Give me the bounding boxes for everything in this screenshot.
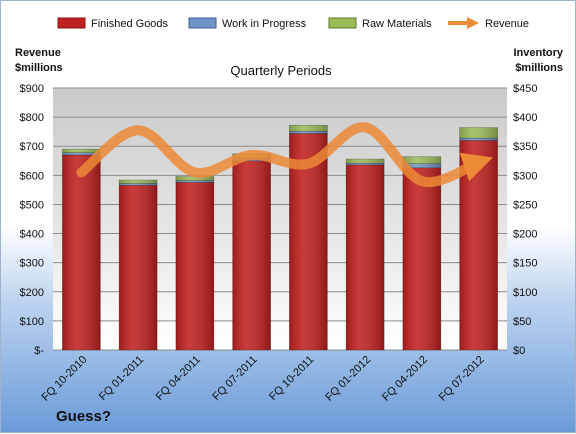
revenue-point [308,163,309,164]
left-axis-title-line2: $millions [15,62,63,74]
legend-label-finished-goods: Finished Goods [91,18,169,30]
x-tick-label: FQ 07-2012 [437,354,487,404]
x-tick-label: FQ 04-2012 [380,354,430,404]
revenue-line-group [76,122,493,188]
bar-group [62,124,498,351]
left-tick-label: $300 [20,258,44,270]
bar-shade [62,152,101,155]
right-tick-label: $400 [513,112,537,124]
revenue-point [365,127,366,128]
x-tick-label: FQ 01-2011 [97,354,146,403]
bar-shade [346,159,385,164]
x-tick-label: FQ 01-2012 [323,354,373,404]
x-tick-label: FQ 07-2011 [210,354,259,403]
left-tick-label: $900 [20,83,44,95]
left-axis-ticks: $- $100 $200 $300 $400 $500 $600 $700 $800 $900 [20,83,45,357]
legend-label-raw-materials: Raw Materials [362,18,432,30]
right-axis-title-line1: Inventory [513,47,563,59]
bar-shade [402,163,441,168]
right-tick-label: $150 [513,258,537,270]
bar-shade [175,182,214,350]
revenue-point [81,172,82,173]
bar-shade [402,167,441,350]
bar-shade [175,176,214,181]
legend-label-revenue: Revenue [485,18,529,30]
bar-shade [402,156,441,164]
revenue-point [478,162,479,163]
legend-swatch-work-in-progress [188,17,217,29]
right-axis-title-line2: $millions [515,62,563,74]
bar-shade [119,185,158,350]
bar-shade [459,127,498,139]
bar-shade [175,180,214,183]
bar-shade [232,160,271,350]
revenue-point [251,154,252,155]
left-tick-label: $700 [20,141,44,153]
x-tick-label: FQ 04-2011 [154,354,203,403]
right-axis-ticks: $0 $50 $100 $150 $200 $250 $300 $350 $400 $450 [513,83,537,357]
bar-shade [346,163,385,165]
bar-shade [289,125,328,132]
right-tick-label: $50 [513,316,531,328]
annotation-guess: Guess? [56,408,111,425]
legend-swatch-finished-goods [57,17,86,29]
right-tick-label: $200 [513,229,537,241]
bar-shade [119,183,158,186]
bar-shade [459,138,498,141]
left-tick-label: $400 [20,229,44,241]
left-tick-label: $500 [20,199,44,211]
revenue-point [421,181,422,182]
x-tick-label: FQ 10-2010 [40,354,90,404]
legend-swatch-raw-materials [328,17,357,29]
right-tick-label: $450 [513,83,537,95]
bar-shade [289,131,328,134]
bar-shade [119,179,158,184]
revenue-point [138,130,139,131]
left-tick-label: $100 [20,316,44,328]
left-axis-title-line1: Revenue [15,47,61,59]
revenue-point [194,172,195,173]
legend: Finished Goods Work in Progress Raw Mate… [57,17,529,30]
legend-label-work-in-progress: Work in Progress [222,18,307,30]
right-tick-label: $100 [513,287,537,299]
x-tick-label: FQ 10-2011 [267,354,316,403]
left-tick-label: $200 [20,287,44,299]
right-tick-label: $350 [513,141,537,153]
revenue-line [76,122,493,188]
left-tick-label: $- [34,345,44,357]
x-axis-ticks: FQ 10-2010 FQ 01-2011 FQ 04-2011 FQ 07-2011… [40,354,487,404]
bar-shade [289,133,328,350]
bar-shade [62,154,101,350]
chart-title: Quarterly Periods [230,63,332,78]
left-tick-label: $600 [20,170,44,182]
bar-shade [62,149,101,153]
bar-shade [346,164,385,350]
right-tick-label: $250 [513,199,537,211]
right-tick-label: $0 [513,345,525,357]
right-tick-label: $300 [513,170,537,182]
left-tick-label: $800 [20,112,44,124]
